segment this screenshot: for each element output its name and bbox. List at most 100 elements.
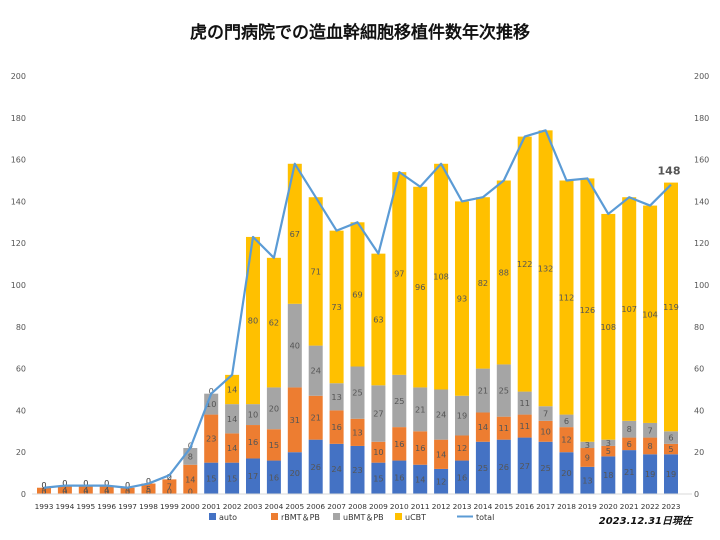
bar-series-group: [37, 130, 678, 494]
bar-segment-auto: [517, 437, 532, 494]
bar-segment-rbmtpb: [329, 410, 344, 444]
data-label: 107: [621, 304, 637, 314]
bar-segment-rbmtpb: [308, 395, 323, 440]
y-tick-label-left: 180: [11, 114, 26, 123]
y-tick-label-left: 0: [21, 490, 26, 499]
x-tick-label: 2004: [264, 502, 283, 511]
y-tick-label-left: 40: [16, 406, 26, 415]
data-label: 96: [415, 282, 425, 292]
x-tick-label: 1993: [35, 502, 54, 511]
bar-segment-auto: [601, 456, 616, 494]
bar-segment-ucbt: [413, 186, 428, 388]
data-label: 25: [478, 463, 488, 473]
data-label: 69: [352, 289, 362, 299]
data-label: 0: [83, 478, 88, 488]
bar-segment-ubmtpb: [475, 368, 490, 413]
data-label: 15: [206, 473, 216, 483]
x-tick-label: 2022: [641, 502, 660, 511]
data-label: 108: [600, 322, 616, 332]
data-label: 19: [666, 469, 676, 479]
data-label: 9: [585, 452, 590, 462]
data-label: 0: [104, 478, 109, 488]
bar-segment-auto: [287, 452, 302, 494]
data-label: 0: [62, 478, 67, 488]
data-label: 25: [499, 386, 509, 396]
data-label: 7: [543, 409, 548, 419]
data-label: 0: [188, 486, 193, 496]
bar-segment-rbmtpb: [78, 485, 93, 494]
x-tick-label: 2015: [494, 502, 513, 511]
data-label: 122: [517, 259, 533, 269]
data-label: 4: [83, 485, 88, 495]
data-label: 82: [478, 278, 488, 288]
bar-segment-ubmtpb: [496, 364, 511, 417]
bar-segment-ucbt: [246, 236, 260, 405]
bar-segment-rbmtpb: [57, 485, 72, 494]
data-label: 16: [394, 472, 404, 482]
data-label: 80: [248, 316, 258, 326]
bar-segment-auto: [392, 460, 407, 494]
data-label: 11: [519, 398, 529, 408]
data-label: 6: [627, 439, 632, 449]
data-label: 119: [663, 302, 679, 312]
legend: auto rBMT＆PB uBMT＆PB uCBT total: [209, 513, 494, 522]
data-label: 104: [642, 309, 658, 319]
bar-segment-rbmtpb: [496, 416, 511, 440]
y-tick-label-right: 120: [694, 239, 709, 248]
bar-segment-ucbt: [601, 213, 616, 440]
data-label: 18: [603, 470, 613, 480]
bar-segment-ubmtpb: [371, 385, 386, 442]
data-label: 4: [104, 485, 109, 495]
y-axis-right: 0 20 40 60 80 100 120 140 160 180 200: [694, 72, 709, 499]
data-label: 0: [125, 480, 130, 490]
data-label: 0: [62, 486, 67, 496]
bar-segment-auto: [246, 458, 260, 494]
date-note: 2023.12.31日現在: [599, 515, 694, 527]
x-tick-label: 2016: [515, 502, 534, 511]
x-tick-label: 2019: [578, 502, 597, 511]
y-tick-label-right: 180: [694, 114, 709, 123]
bar-segment-ubmtpb: [517, 391, 532, 415]
y-axis-left: 0 20 40 60 80 100 120 140 160 180 200: [11, 72, 26, 499]
bar-segment-ubmtpb: [225, 404, 240, 434]
total-line: [43, 129, 672, 489]
x-tick-label: 2008: [348, 502, 367, 511]
bar-segment-ubmtpb: [329, 383, 344, 411]
bar-segment-ubmtpb: [601, 439, 616, 446]
data-label: 11: [519, 421, 529, 431]
data-label: 20: [290, 468, 300, 478]
data-label: 24: [331, 464, 341, 474]
x-tick-label: 2017: [536, 502, 555, 511]
bar-segment-ubmtpb: [538, 406, 553, 421]
data-label: 10: [248, 410, 258, 420]
x-tick-label: 2000: [181, 502, 200, 511]
bar-segment-ucbt: [455, 201, 469, 396]
x-tick-label: 1995: [76, 502, 95, 511]
data-label: 6: [668, 433, 673, 443]
y-tick-label-left: 140: [11, 197, 26, 206]
data-label: 3: [585, 440, 590, 450]
data-label: 10: [373, 447, 383, 457]
bar-segment-auto: [455, 460, 469, 494]
bar-segment-rbmtpb: [162, 479, 177, 494]
data-label: 3: [41, 486, 46, 496]
data-label: 88: [499, 267, 509, 277]
bar-segment-rbmtpb: [580, 448, 595, 467]
data-label: 93: [457, 294, 467, 304]
bar-segment-ubmtpb: [246, 404, 260, 426]
y-tick-label-right: 80: [694, 323, 704, 332]
x-tick-label: 2021: [620, 502, 639, 511]
data-label: 132: [538, 263, 554, 273]
bar-segment-auto: [475, 441, 490, 494]
bar-segment-ubmtpb: [413, 387, 428, 432]
bar-segment-ucbt: [434, 163, 449, 390]
bar-segment-auto: [225, 462, 240, 494]
bar-segment-auto: [329, 443, 344, 494]
bar-segment-ubmtpb: [580, 441, 595, 449]
bar-segment-auto: [664, 454, 678, 494]
x-tick-label: 2002: [223, 502, 242, 511]
data-label: 19: [645, 469, 655, 479]
x-tick-label: 2005: [285, 502, 304, 511]
data-label: 73: [331, 302, 341, 312]
data-label: 126: [580, 305, 596, 315]
